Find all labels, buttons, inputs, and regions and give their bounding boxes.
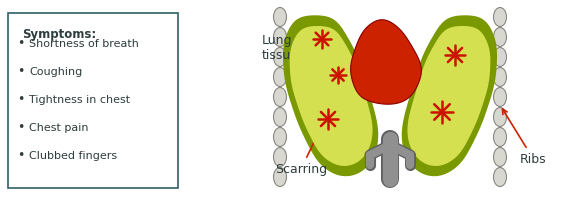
Text: Lung
tissue: Lung tissue	[262, 34, 336, 67]
Text: •: •	[17, 93, 25, 106]
FancyBboxPatch shape	[8, 14, 178, 188]
Ellipse shape	[274, 8, 287, 27]
Ellipse shape	[494, 168, 506, 187]
Text: •: •	[17, 65, 25, 78]
Text: Symptoms:: Symptoms:	[22, 28, 96, 41]
Ellipse shape	[274, 68, 287, 87]
Text: Chest pain: Chest pain	[29, 122, 89, 132]
Polygon shape	[402, 16, 497, 176]
Ellipse shape	[494, 8, 506, 27]
Text: •: •	[17, 121, 25, 134]
Ellipse shape	[274, 28, 287, 47]
Ellipse shape	[494, 128, 506, 147]
Ellipse shape	[274, 168, 287, 187]
Polygon shape	[283, 16, 378, 176]
Ellipse shape	[274, 48, 287, 67]
Polygon shape	[408, 27, 490, 166]
Ellipse shape	[494, 88, 506, 107]
Text: Ribs: Ribs	[502, 109, 546, 166]
Ellipse shape	[274, 88, 287, 107]
Text: Shortness of breath: Shortness of breath	[29, 39, 139, 49]
Ellipse shape	[494, 48, 506, 67]
Text: Tightness in chest: Tightness in chest	[29, 95, 130, 104]
Ellipse shape	[274, 148, 287, 167]
Ellipse shape	[494, 148, 506, 167]
Ellipse shape	[274, 128, 287, 147]
Ellipse shape	[274, 108, 287, 127]
Text: Clubbed fingers: Clubbed fingers	[29, 150, 117, 160]
Text: Scarring: Scarring	[275, 118, 327, 176]
Text: Coughing: Coughing	[29, 67, 82, 77]
Ellipse shape	[494, 28, 506, 47]
Text: •: •	[17, 37, 25, 50]
Polygon shape	[289, 27, 372, 166]
Ellipse shape	[494, 68, 506, 87]
Polygon shape	[351, 21, 421, 105]
Text: •: •	[17, 149, 25, 162]
Ellipse shape	[494, 108, 506, 127]
